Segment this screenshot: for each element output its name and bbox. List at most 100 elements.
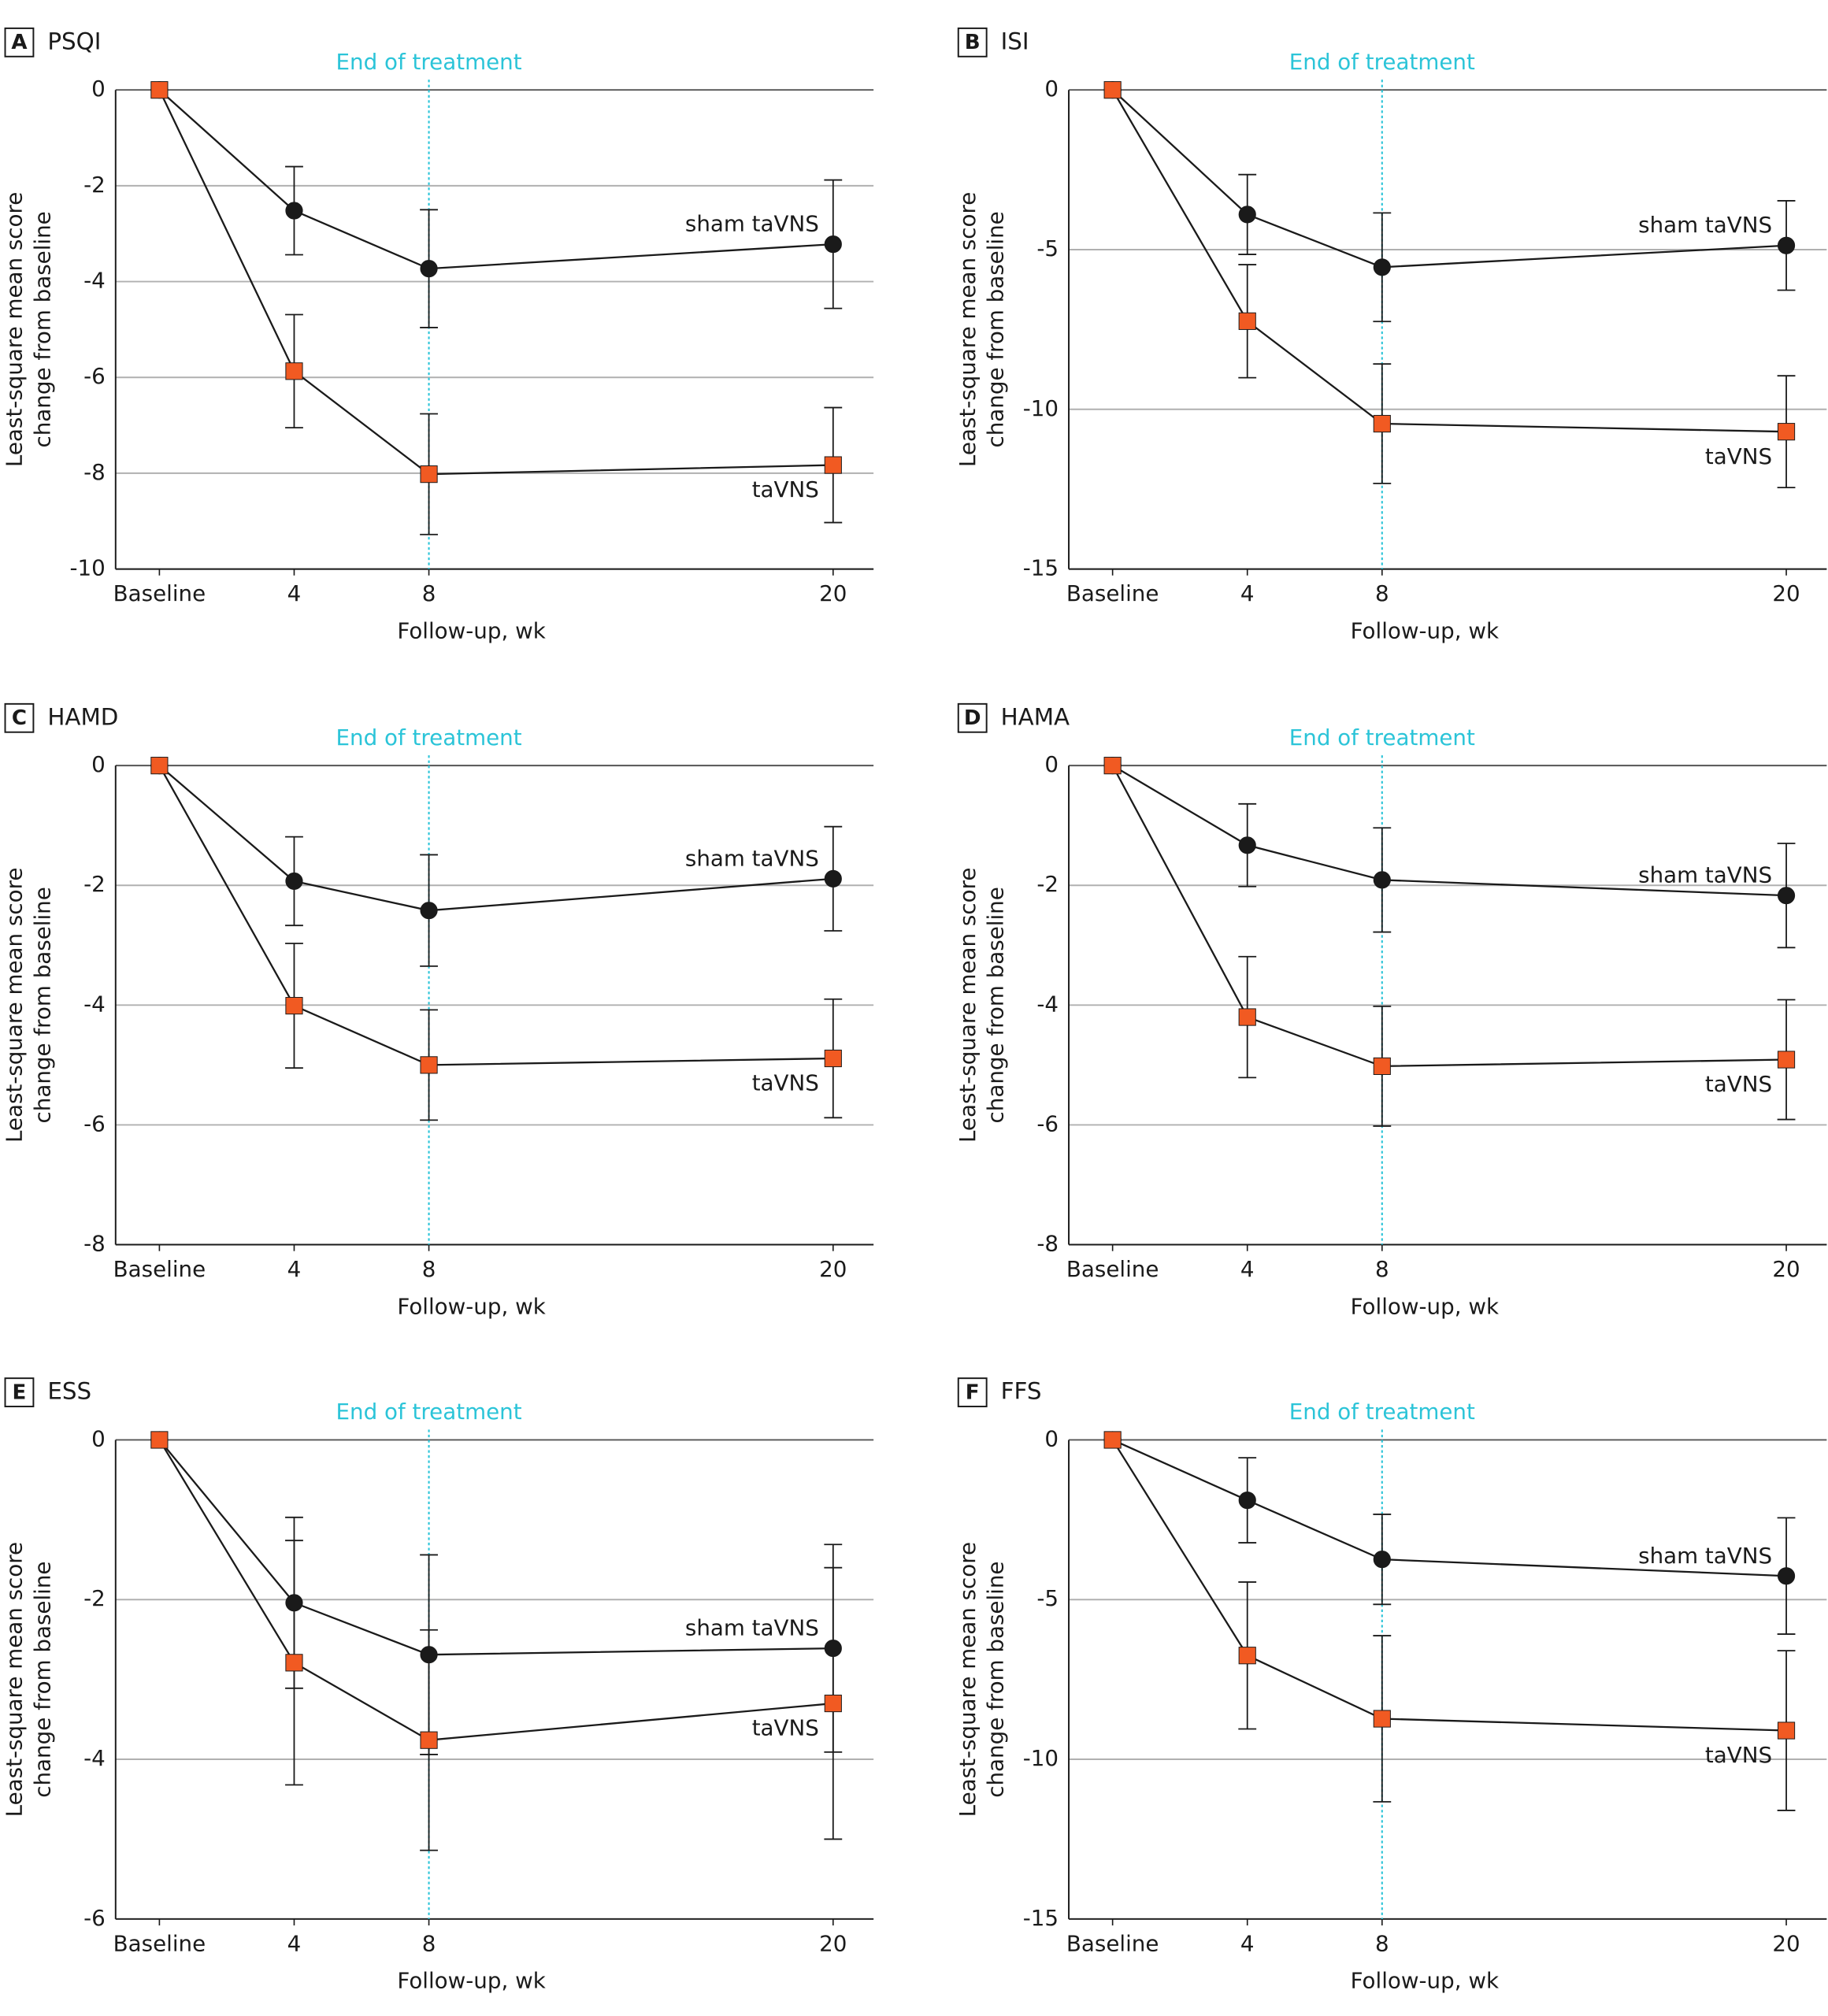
series-line xyxy=(158,89,833,476)
marker xyxy=(420,1056,438,1074)
panel-title: HAMA xyxy=(1001,703,1070,730)
y-axis-title: change from baseline xyxy=(29,887,55,1123)
marker xyxy=(1373,1057,1391,1075)
panel-letter-box xyxy=(957,1377,988,1408)
y-tick-label: -2 xyxy=(1036,871,1059,897)
marker xyxy=(420,1646,438,1664)
marker xyxy=(1238,1647,1256,1665)
panel-letter: C xyxy=(12,706,27,730)
y-axis-title: Least-square mean score xyxy=(955,192,981,467)
y-tick-label: -8 xyxy=(1036,1231,1059,1257)
panel-letter-box xyxy=(957,702,988,733)
end-of-treatment-label: End of treatment xyxy=(1289,724,1475,750)
marker xyxy=(150,1431,169,1449)
marker xyxy=(824,1694,842,1713)
marker xyxy=(1238,312,1256,330)
marker xyxy=(420,1731,438,1749)
y-tick-label: -4 xyxy=(83,268,106,294)
panel-letter: E xyxy=(13,1380,27,1404)
marker xyxy=(420,260,438,278)
marker xyxy=(420,465,438,484)
marker xyxy=(285,362,303,380)
series-label: sham taVNS xyxy=(685,845,819,871)
marker xyxy=(285,1594,303,1612)
y-tick-label: -10 xyxy=(1023,1745,1059,1771)
series-line xyxy=(1111,1439,1787,1732)
panel: D HAMA 0 -2 -4 -6 -8 Baseline 4 8 20 Follow-up, wk L… xyxy=(955,702,1827,1319)
x-tick-label: 8 xyxy=(422,1930,436,1956)
y-tick-label: 0 xyxy=(91,76,106,102)
series-label: sham taVNS xyxy=(685,211,819,237)
marker xyxy=(285,202,303,220)
marker xyxy=(1373,1710,1391,1728)
series-label: sham taVNS xyxy=(1638,862,1772,888)
series-label: taVNS xyxy=(1705,1071,1772,1097)
x-tick-label: 20 xyxy=(819,580,847,606)
y-tick-label: -15 xyxy=(1023,555,1059,581)
panel-letter: B xyxy=(965,31,981,54)
y-tick-label: -10 xyxy=(69,555,105,581)
y-axis-title: change from baseline xyxy=(983,1562,1009,1798)
series-line xyxy=(1112,765,1787,897)
x-tick-label: Baseline xyxy=(113,1256,206,1282)
panel-letter-box xyxy=(4,1377,35,1408)
marker xyxy=(420,902,438,920)
x-tick-label: Baseline xyxy=(113,580,206,606)
panel-letter-box xyxy=(4,27,35,57)
series-label: sham taVNS xyxy=(685,1615,819,1641)
y-tick-label: 0 xyxy=(91,751,106,777)
panel: C HAMD 0 -2 -4 -6 -8 Baseline 4 8 20 Follow-up, wk L… xyxy=(2,702,874,1319)
y-tick-label: 0 xyxy=(91,1425,106,1451)
y-axis-title: change from baseline xyxy=(29,1562,55,1798)
y-tick-label: -6 xyxy=(83,363,106,389)
series-line xyxy=(158,765,833,912)
marker xyxy=(1238,206,1256,224)
x-axis-title: Follow-up, wk xyxy=(397,1968,545,1994)
x-tick-label: 8 xyxy=(422,1256,436,1282)
end-of-treatment-label: End of treatment xyxy=(336,49,522,75)
y-tick-label: -8 xyxy=(83,459,106,485)
marker xyxy=(1373,414,1391,433)
x-axis-title: Follow-up, wk xyxy=(397,1293,545,1319)
x-axis-title: Follow-up, wk xyxy=(1351,618,1499,644)
series-label: taVNS xyxy=(752,1715,819,1741)
marker xyxy=(1238,836,1256,854)
y-tick-label: -2 xyxy=(83,871,106,897)
panel-title: ISI xyxy=(1001,28,1029,54)
series-line xyxy=(1111,89,1787,269)
marker xyxy=(1777,236,1796,254)
series-line xyxy=(158,1439,833,1656)
panel-letter-box xyxy=(957,27,988,57)
y-tick-label: -6 xyxy=(83,1110,106,1136)
x-axis-title: Follow-up, wk xyxy=(1351,1293,1499,1319)
end-of-treatment-label: End of treatment xyxy=(336,1399,522,1425)
x-tick-label: 4 xyxy=(287,580,302,606)
marker xyxy=(285,1654,303,1672)
y-axis-title: Least-square mean score xyxy=(2,1542,28,1817)
y-axis-title: Least-square mean score xyxy=(955,868,981,1143)
x-tick-label: 20 xyxy=(1772,1256,1800,1282)
y-tick-label: -4 xyxy=(83,991,106,1017)
panel-title: HAMD xyxy=(47,703,118,730)
x-tick-label: 20 xyxy=(1772,580,1800,606)
series-label: taVNS xyxy=(1705,443,1772,469)
marker xyxy=(824,456,842,474)
marker xyxy=(1103,81,1122,99)
y-axis-title: Least-square mean score xyxy=(2,192,28,467)
y-axis-title: change from baseline xyxy=(29,211,55,447)
x-tick-label: Baseline xyxy=(1066,1930,1159,1956)
marker xyxy=(150,81,169,99)
y-axis-title: Least-square mean score xyxy=(955,1542,981,1817)
series-line xyxy=(1111,765,1787,1068)
y-axis-title: Least-square mean score xyxy=(2,868,28,1143)
series-label: taVNS xyxy=(752,1070,819,1096)
marker xyxy=(1373,871,1391,889)
y-tick-label: -10 xyxy=(1023,395,1059,421)
marker xyxy=(824,235,842,254)
marker xyxy=(1373,1551,1391,1569)
series-label: taVNS xyxy=(752,476,819,502)
x-tick-label: 8 xyxy=(1375,1256,1389,1282)
marker xyxy=(1103,1431,1122,1449)
marker xyxy=(824,869,842,888)
